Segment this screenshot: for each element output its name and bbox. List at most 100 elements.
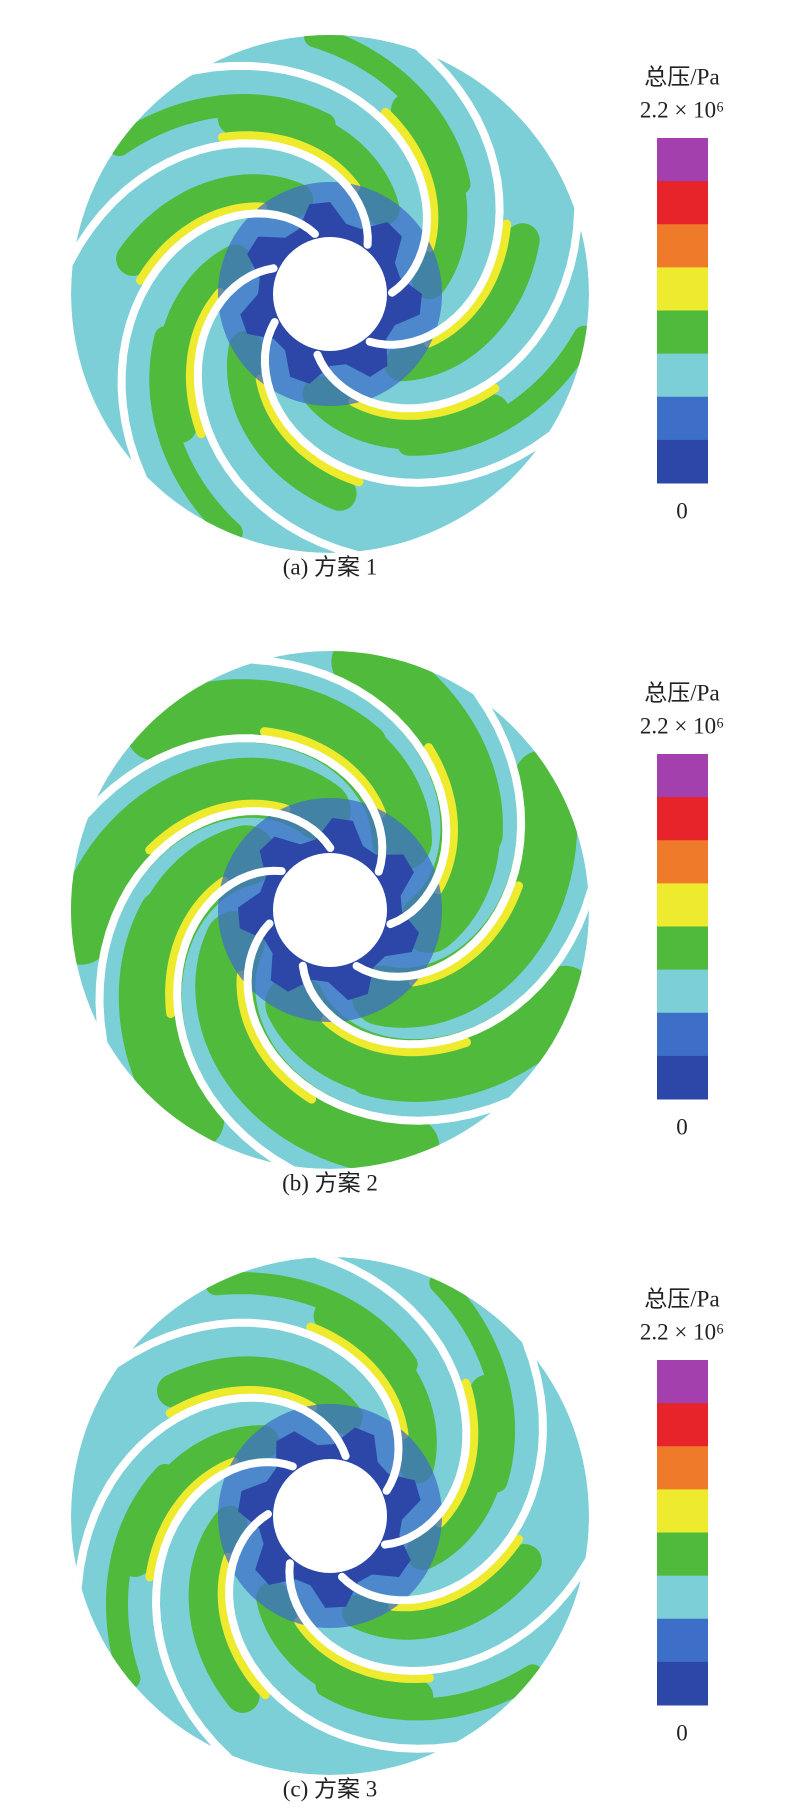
- blade: [338, 1338, 547, 1605]
- green-zone: [116, 174, 314, 276]
- green-zone: [304, 35, 471, 195]
- caption: (b) 方案 2: [282, 1170, 378, 1195]
- yellow-zone: [424, 743, 459, 895]
- green-zone: [384, 223, 540, 382]
- colorbar-band: [657, 1360, 708, 1404]
- colorbar-band: [657, 883, 708, 927]
- yellow-zone: [145, 799, 291, 855]
- green-zone: [315, 1664, 544, 1721]
- green-zone: [313, 1299, 437, 1484]
- green-zone: [397, 325, 589, 456]
- yellow-zone: [145, 1457, 239, 1582]
- colorbar-band: [657, 1532, 708, 1577]
- yellow-zone: [306, 1322, 409, 1440]
- blade: [73, 1393, 350, 1591]
- yellow-zone: [165, 1386, 317, 1418]
- yellow-zone: [321, 1015, 471, 1057]
- colorbar-band: [657, 353, 708, 398]
- green-zone: [405, 1374, 509, 1571]
- contour-disk: [71, 1257, 589, 1775]
- blade: [193, 264, 361, 553]
- blade: [260, 318, 555, 487]
- blade: [82, 734, 387, 876]
- blade: [151, 1458, 297, 1762]
- blade: [117, 209, 319, 482]
- green-zone: [429, 1271, 516, 1493]
- legend-max: 2.2 × 10⁶: [640, 97, 724, 122]
- green-zone: [351, 749, 578, 1028]
- colorbar-band: [657, 396, 708, 441]
- contour-disk: [71, 35, 589, 553]
- colorbar-band: [657, 1446, 708, 1490]
- colorbar-band: [657, 310, 708, 355]
- legend-title: 总压/Pa: [644, 64, 719, 89]
- blade: [71, 139, 372, 266]
- blade: [248, 655, 451, 929]
- blade: [95, 807, 335, 1046]
- colorbar-band: [657, 1618, 708, 1663]
- colorbar-band: [657, 1055, 708, 1100]
- yellow-zone: [408, 881, 523, 987]
- blade: [312, 1257, 471, 1549]
- yellow-zone: [435, 1378, 479, 1528]
- colorbar-band: [657, 969, 708, 1014]
- colorbar-band: [657, 1403, 708, 1447]
- yellow-zone: [260, 727, 387, 818]
- colorbar-band: [657, 926, 708, 971]
- blade: [173, 866, 296, 1169]
- legend-min: 0: [676, 498, 688, 523]
- yellow-zone: [294, 1616, 434, 1683]
- legend-max: 2.2 × 10⁶: [640, 713, 724, 738]
- yellow-zone: [185, 288, 225, 439]
- colorbar-band: [657, 224, 708, 268]
- green-zone: [205, 1272, 418, 1376]
- yellow-zone: [165, 876, 229, 1018]
- colorbar-band: [657, 138, 708, 182]
- blade: [189, 61, 432, 297]
- legend-min: 0: [676, 1114, 688, 1139]
- green-zone: [157, 1356, 363, 1435]
- blade: [113, 1318, 403, 1495]
- green-zone: [71, 757, 351, 965]
- green-zone: [188, 1505, 260, 1713]
- hub: [273, 237, 387, 351]
- panel: (b) 方案 2 总压/Pa 2.2 × 10⁶ 0: [71, 651, 724, 1195]
- legend-title: 总压/Pa: [644, 680, 719, 705]
- legend-max: 2.2 × 10⁶: [640, 1319, 724, 1344]
- caption: (c) 方案 3: [283, 1776, 378, 1801]
- colorbar-band: [657, 439, 708, 484]
- caption: (a) 方案 1: [283, 554, 378, 579]
- colorbar-band: [657, 840, 708, 884]
- panel: (c) 方案 3 总压/Pa 2.2 × 10⁶ 0: [71, 1257, 724, 1801]
- colorbar-band: [657, 181, 708, 225]
- blade: [298, 886, 589, 1049]
- yellow-zone: [380, 107, 439, 253]
- yellow-zone: [423, 219, 512, 348]
- legend-title: 总压/Pa: [644, 1286, 719, 1311]
- colorbar-band: [657, 754, 708, 798]
- yellow-zone: [236, 970, 317, 1104]
- green-zone: [227, 330, 357, 511]
- green-zone: [117, 1425, 280, 1577]
- yellow-zone: [388, 1534, 524, 1612]
- blade: [352, 689, 526, 981]
- colorbar-band: [657, 1661, 708, 1706]
- hub: [273, 1459, 387, 1573]
- hub: [273, 853, 387, 967]
- green-zone: [142, 679, 387, 764]
- green-zone: [302, 376, 510, 450]
- green-zone: [348, 994, 586, 1102]
- green-zone: [195, 911, 440, 1169]
- legend-min: 0: [676, 1720, 688, 1745]
- blade: [313, 206, 583, 413]
- colorbar-band: [657, 1489, 708, 1533]
- blade: [243, 919, 513, 1125]
- green-zone: [108, 93, 336, 157]
- green-zone: [118, 891, 196, 1137]
- colorbar-band: [657, 1012, 708, 1057]
- yellow-zone: [348, 383, 500, 420]
- blade: [225, 1510, 460, 1753]
- yellow-zone: [217, 1552, 270, 1700]
- green-zone: [359, 651, 503, 856]
